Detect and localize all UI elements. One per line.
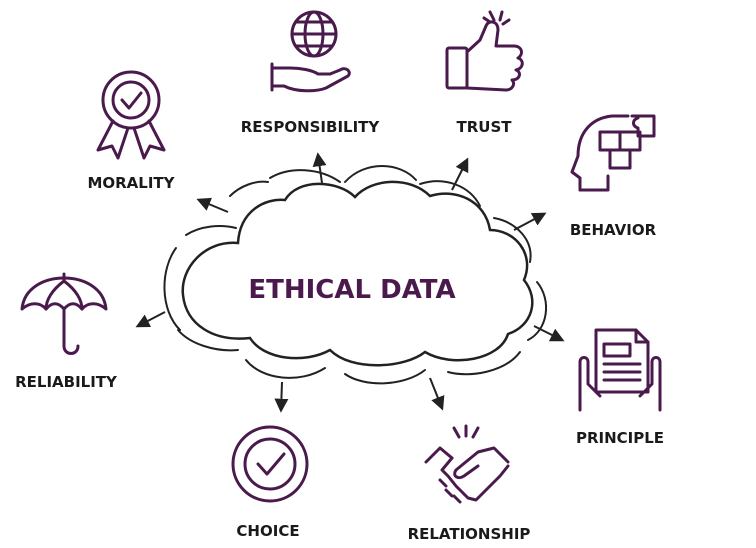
handshake-icon: [424, 424, 510, 504]
cloud-arc: [177, 329, 239, 352]
cloud-arc: [229, 180, 269, 197]
cloud-arc: [493, 217, 532, 263]
cloud-shape: [181, 180, 534, 367]
arrow-responsibility: [312, 152, 327, 184]
head-puzzle-icon: [570, 114, 656, 192]
node-morality: MORALITY: [87, 70, 176, 192]
cloud-arc: [163, 247, 181, 331]
node-label-trust: TRUST: [457, 118, 513, 136]
cloud-arc: [269, 169, 341, 183]
arrow-morality: [196, 197, 229, 213]
cloud-arc: [245, 359, 326, 379]
umbrella-icon: [20, 272, 108, 355]
node-label-responsibility: RESPONSIBILITY: [241, 118, 381, 136]
arrow-relationship: [429, 377, 445, 411]
arrow-trust: [451, 157, 469, 191]
node-reliability: RELIABILITY: [15, 272, 118, 391]
node-principle: PRINCIPLE: [576, 328, 664, 447]
arrow-reliability: [135, 311, 166, 328]
arrow-behavior: [513, 212, 547, 231]
award-ribbon-icon: [96, 70, 166, 160]
node-label-behavior: BEHAVIOR: [570, 221, 657, 239]
node-responsibility: RESPONSIBILITY: [241, 10, 381, 136]
central-cloud: ETHICAL DATA: [163, 165, 548, 385]
thumbs-up-icon: [445, 10, 524, 92]
arrow-choice: [274, 381, 289, 413]
node-choice: CHOICE: [231, 425, 309, 540]
node-label-reliability: RELIABILITY: [15, 373, 118, 391]
node-label-principle: PRINCIPLE: [576, 429, 664, 447]
cloud-arc: [527, 281, 548, 341]
node-relationship: RELATIONSHIP: [408, 424, 531, 543]
node-label-morality: MORALITY: [87, 174, 175, 192]
node-trust: TRUST: [445, 10, 524, 136]
document-in-hands-icon: [578, 328, 662, 412]
cloud-arc: [185, 225, 237, 236]
node-label-relationship: RELATIONSHIP: [408, 525, 531, 543]
cloud-arc: [344, 165, 417, 183]
globe-in-hand-icon: [270, 10, 351, 93]
arrow-principle: [533, 325, 565, 342]
cloud-arc: [447, 351, 521, 376]
node-label-choice: CHOICE: [236, 522, 299, 540]
arrows: [135, 152, 565, 413]
node-behavior: BEHAVIOR: [570, 114, 657, 239]
center-title: ETHICAL DATA: [248, 275, 455, 305]
cloud-arc: [344, 369, 426, 385]
check-circle-icon: [231, 425, 309, 503]
